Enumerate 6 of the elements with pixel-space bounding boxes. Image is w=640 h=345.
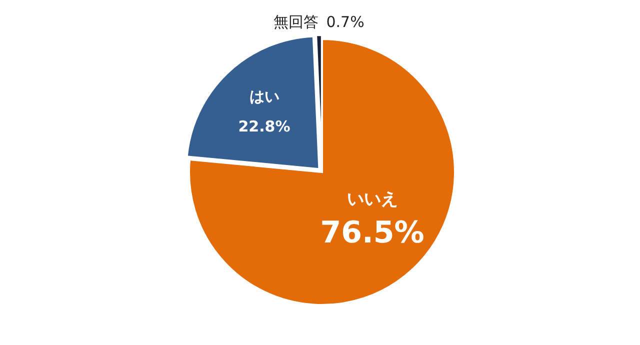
data-label: 0.7% <box>326 13 364 32</box>
slice-label: はい <box>249 87 280 106</box>
slice-label: いいえ <box>346 189 398 210</box>
data-label: 76.5% <box>320 215 424 250</box>
data-label: 22.8% <box>238 117 290 136</box>
slice-label: 無回答 <box>273 13 318 32</box>
